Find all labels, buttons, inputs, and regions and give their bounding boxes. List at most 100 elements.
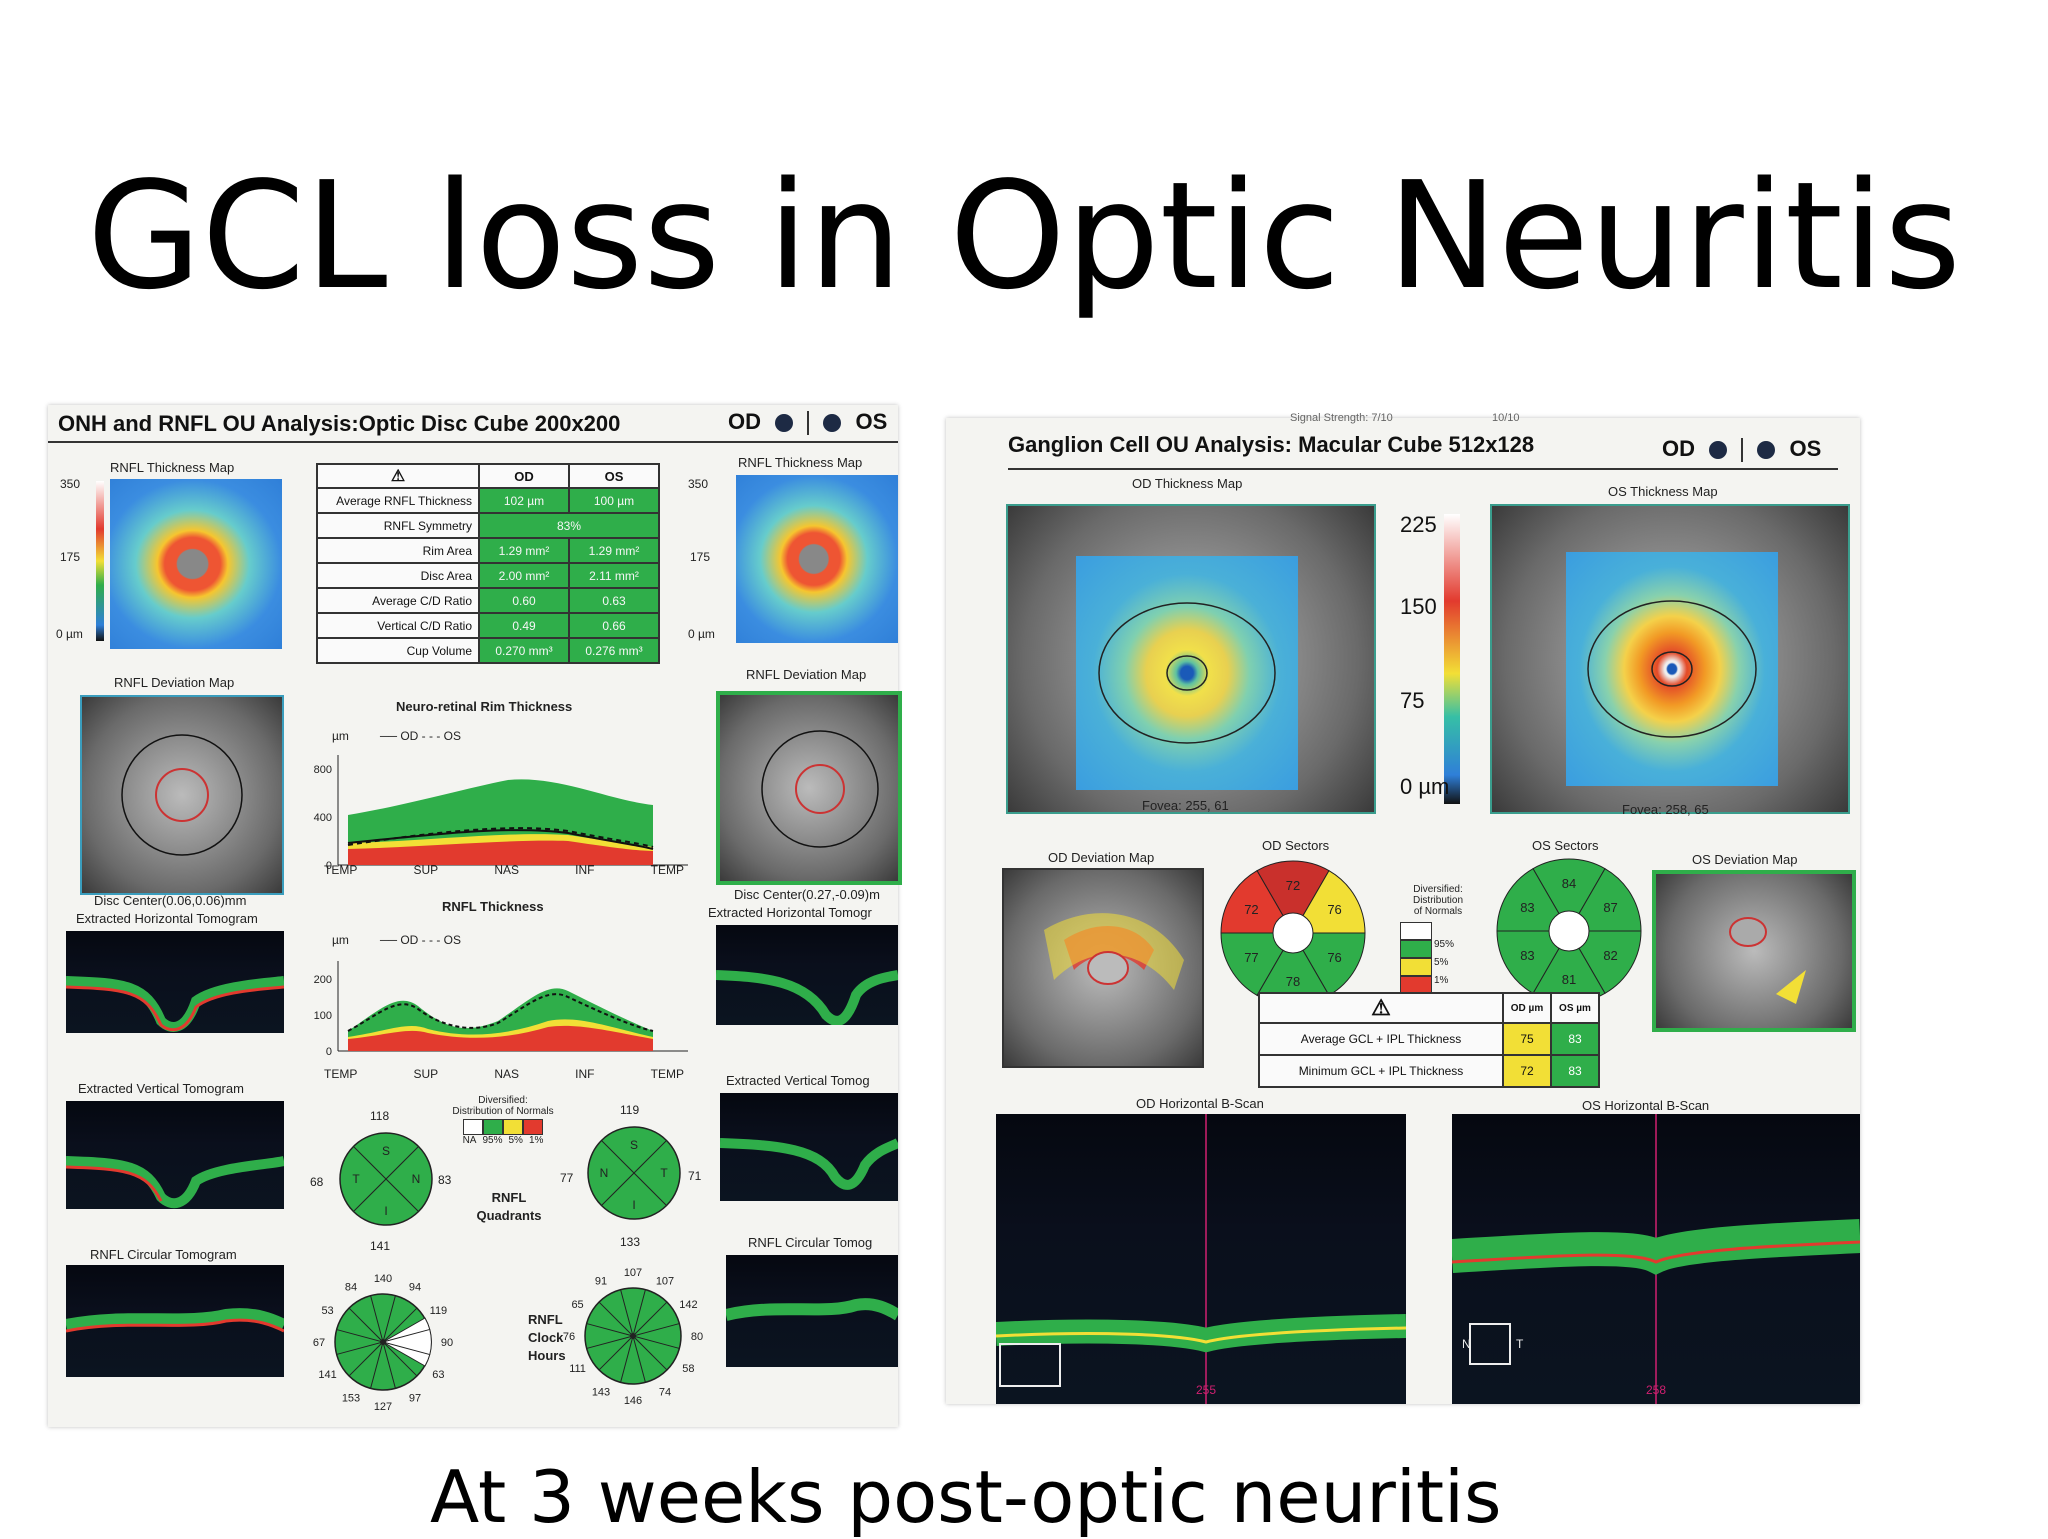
gc-distribution-classes: 95% 5% 1%: [1434, 936, 1454, 990]
os-horizontal-bscan: N T 258: [1450, 1114, 1861, 1404]
rnfl-legend: ── OD - - - OS: [380, 933, 462, 947]
od-sectors-wedges: 72 76 76 78 77 72: [1220, 860, 1366, 1006]
os-dot-icon: [823, 414, 842, 433]
y-tick: 0: [326, 860, 332, 872]
scale-0: 0 µm: [1400, 774, 1450, 799]
x-tick: SUP: [413, 863, 439, 877]
rim-chart-unit: µm: [332, 729, 349, 743]
os-quadrant-t-letter: T: [660, 1166, 668, 1180]
sector-wedge: [1568, 867, 1642, 932]
row-od-value: 1.29 mm²: [478, 537, 570, 564]
sector-value: 83: [1520, 948, 1534, 963]
os-fovea: Fovea: 258, 65: [1622, 802, 1709, 817]
os-quadrant-i-letter: I: [632, 1198, 635, 1212]
onh-report-header: ONH and RNFL OU Analysis:Optic Disc Cube…: [58, 411, 621, 436]
clock-spoke: [382, 1341, 396, 1389]
y-tick: 200: [314, 974, 332, 986]
od-dot-icon: [1709, 441, 1728, 460]
od-quadrant-s-letter: S: [382, 1144, 390, 1158]
clock-hours-label-text: RNFL Clock Hours: [528, 1312, 566, 1363]
row-od-value: 72: [1502, 1054, 1552, 1088]
row-label: Minimum GCL + IPL Thickness: [1258, 1054, 1504, 1088]
clock-spoke: [382, 1341, 430, 1355]
dist-label-3: of Normals: [1413, 906, 1463, 917]
od-deviation-label: OD Deviation Map: [1048, 850, 1155, 865]
clock-hour-value: 140: [374, 1273, 392, 1285]
sector-value: 77: [1244, 950, 1258, 965]
clock-spoke: [632, 1289, 646, 1337]
signal-fragment-2: 10/10: [1492, 412, 1520, 424]
rnfl-x-ticks: TEMP SUP NAS INF TEMP: [324, 1067, 684, 1081]
rim-y-ticks: 800 400 0: [314, 764, 332, 872]
gc-col-os: OS µm: [1550, 992, 1600, 1024]
od-label: OD: [728, 409, 761, 434]
clock-hour-value: 107: [624, 1267, 642, 1279]
legend-class: 1%: [528, 1135, 544, 1146]
row-os-value: 0.276 mm³: [568, 637, 660, 664]
sector-value: 72: [1244, 902, 1258, 917]
sector-value: 83: [1520, 900, 1534, 915]
os-bscan-t: T: [1516, 1337, 1524, 1351]
clock-hour-value: 94: [409, 1282, 421, 1294]
clock-spoke: [598, 1301, 634, 1337]
od-label: OD: [1662, 436, 1695, 461]
clock-spoke: [586, 1335, 634, 1349]
table-row: RNFL Symmetry 83%: [316, 512, 660, 539]
sector-value: 82: [1603, 948, 1617, 963]
dist-label-2: Distribution: [1412, 895, 1464, 906]
row-os-value: 83: [1550, 1054, 1600, 1088]
os-sectors-wedges: 84 87 82 81 83 83: [1496, 858, 1642, 1004]
os-deviation-circles: [761, 730, 879, 848]
clock-spoke: [336, 1341, 384, 1355]
table-row: Vertical C/D Ratio 0.49 0.66: [316, 612, 660, 639]
table-row: Minimum GCL + IPL Thickness 72 83: [1258, 1054, 1600, 1088]
y-tick: 100: [314, 1010, 332, 1022]
clock-hour-value: 91: [595, 1276, 607, 1288]
rnfl-thickness-chart: 200 100 0: [314, 961, 688, 1058]
od-vertical-tomogram-label: Extracted Vertical Tomogram: [78, 1081, 244, 1096]
scale-225: 225: [1400, 512, 1437, 537]
row-od-value: 0.270 mm³: [478, 637, 570, 664]
os-vertical-tomogram: [719, 1093, 901, 1201]
x-tick: TEMP: [650, 1067, 684, 1081]
os-quadrant-circle: S N I T: [587, 1126, 681, 1220]
od-quadrant-t: 68: [310, 1175, 324, 1189]
od-gc-thickness-map: [1076, 556, 1298, 790]
os-quadrant-i: 133: [620, 1235, 641, 1249]
x-tick: INF: [575, 863, 595, 877]
x-tick: TEMP: [650, 863, 684, 877]
rim-os-line: [347, 827, 654, 848]
gc-distribution-legend: Diversified: Distribution of Normals: [1398, 884, 1478, 917]
onh-report-panel: ONH and RNFL OU Analysis:Optic Disc Cube…: [48, 405, 902, 1427]
table-row: Cup Volume 0.270 mm³ 0.276 mm³: [316, 637, 660, 664]
od-sectors-chart: 72 76 76 78 77 72: [1220, 860, 1366, 1006]
scale-0: 0 µm: [688, 627, 715, 641]
row-od-value: 0.49: [478, 612, 570, 639]
od-fovea: Fovea: 255, 61: [1142, 798, 1229, 813]
clock-hour-value: 146: [624, 1395, 642, 1407]
os-disc-center: Disc Center(0.27,-0.09)m: [734, 887, 880, 902]
od-circular-tomogram: [64, 1265, 287, 1377]
od-horizontal-bscan: 255: [995, 1114, 1407, 1404]
clock-hour-value: 58: [682, 1363, 694, 1375]
row-os-value: 2.11 mm²: [568, 562, 660, 589]
od-clock-hours: 140 94 119 90 63 97 127 153 141 67 53 84: [313, 1273, 453, 1413]
legend-os: OS: [443, 729, 462, 743]
od-quadrant-n: 83: [438, 1173, 452, 1187]
row-os-value: 0.63: [568, 587, 660, 614]
clock-hour-value: 80: [691, 1331, 703, 1343]
os-rnfl-deviation-map: [716, 691, 902, 885]
sector-value: 76: [1327, 950, 1341, 965]
legend-class: 5%: [508, 1135, 523, 1146]
os-gc-fundus: [1490, 504, 1850, 814]
gc-distribution-swatches: [1400, 922, 1432, 994]
scale-150: 150: [1400, 594, 1437, 619]
os-label: OS: [1789, 436, 1822, 461]
rim-legend: ── OD - - - OS: [380, 729, 462, 743]
legend-class: 95%: [482, 1135, 503, 1146]
clock-hour-value: 65: [571, 1299, 583, 1311]
row-os-value: 0.66: [568, 612, 660, 639]
clock-spoke: [382, 1341, 418, 1377]
row-os-value: 100 µm: [568, 487, 660, 514]
scale-175: 175: [690, 550, 711, 564]
